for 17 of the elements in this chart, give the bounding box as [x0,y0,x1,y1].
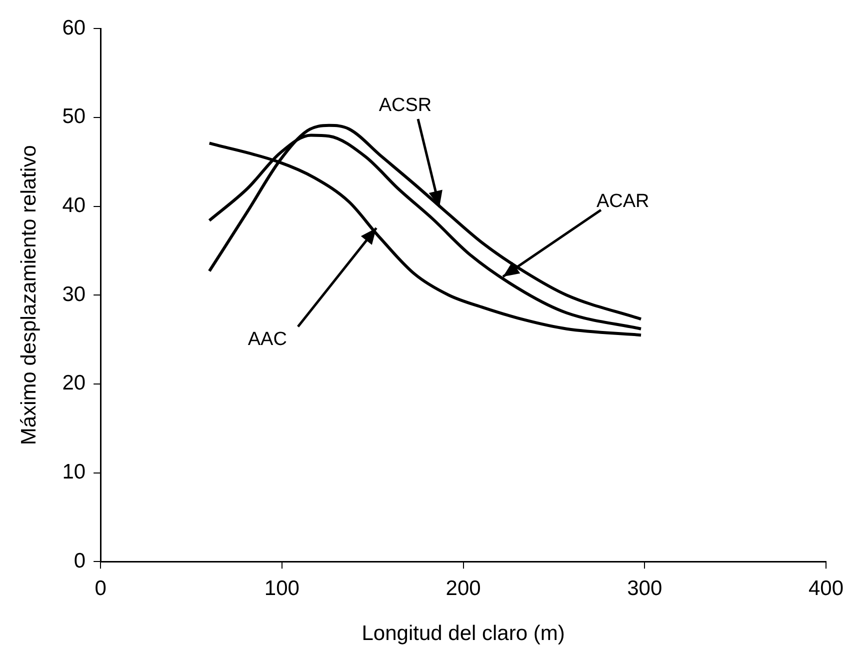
x-tick-label: 0 [94,576,106,600]
annotation: ACSR [378,94,432,117]
y-tick-label: 50 [62,105,86,128]
y-tick-label: 0 [74,549,86,572]
x-axis-title: Longitud del claro (m) [362,622,565,646]
x-tick-label: 400 [808,576,844,600]
y-tick-label: 30 [62,282,86,306]
y-tick-label: 60 [62,16,86,40]
x-tick-label: 200 [446,576,481,600]
x-tick-label: 100 [264,576,300,600]
y-axis-title: Máximo desplazamiento relativo [17,145,40,446]
y-tick-label: 20 [62,372,86,395]
y-tick-label: 10 [62,460,86,484]
annotation: ACAR [596,190,650,213]
x-tick-label: 300 [627,576,662,600]
y-tick-label: 40 [62,194,86,218]
annotation: AAC [248,329,287,352]
